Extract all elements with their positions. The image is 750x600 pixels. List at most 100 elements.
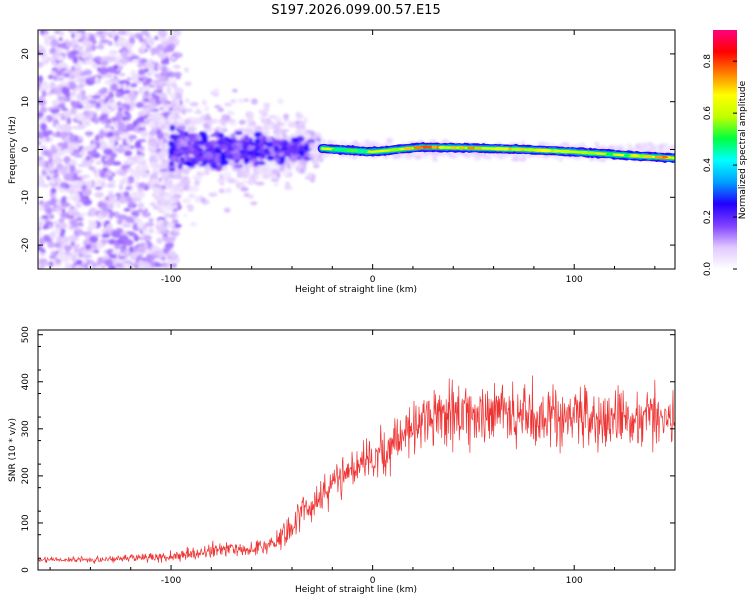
spectrogram-cell bbox=[172, 107, 178, 111]
spectrogram-cell bbox=[495, 153, 503, 158]
spectrogram-cell bbox=[47, 150, 57, 155]
spectrogram-cell bbox=[88, 76, 96, 82]
spectrogram-cell bbox=[520, 140, 526, 146]
spectrogram-cell bbox=[207, 119, 213, 127]
y-tick-label: 300 bbox=[21, 420, 31, 437]
spectrogram-cell bbox=[63, 156, 71, 164]
spectrogram-cell bbox=[38, 156, 44, 162]
spectrogram-cell bbox=[151, 61, 159, 66]
spectrogram-cell bbox=[50, 108, 60, 114]
spectrogram-cell bbox=[100, 211, 108, 217]
spectrogram-cell bbox=[267, 168, 272, 173]
spectrogram-cell bbox=[84, 69, 93, 76]
spectrogram-cell bbox=[241, 179, 247, 186]
spectrogram-cell bbox=[58, 188, 69, 193]
spectrogram-cell bbox=[227, 139, 234, 143]
spectrogram-cell bbox=[165, 265, 171, 269]
spectrogram-cell bbox=[132, 58, 139, 63]
spectrogram-cell bbox=[96, 241, 104, 250]
spectrogram-cell bbox=[367, 141, 373, 147]
spectrogram-cell bbox=[187, 126, 196, 133]
spectrogram-cell bbox=[94, 265, 104, 269]
spectrogram-cell bbox=[77, 228, 83, 235]
spectrogram-cell bbox=[134, 80, 142, 85]
spectrogram-cell bbox=[220, 154, 227, 161]
spectrogram-cell bbox=[77, 252, 84, 259]
spectrogram-cell bbox=[250, 201, 258, 206]
spectrogram-cell bbox=[118, 255, 126, 260]
ridge-peak bbox=[431, 145, 438, 149]
spectrogram-cell bbox=[41, 215, 50, 219]
spectrogram-cell bbox=[249, 159, 257, 163]
spectrogram-cell bbox=[146, 105, 157, 111]
spectrogram-cell bbox=[50, 34, 56, 41]
spectrogram-cell bbox=[91, 143, 97, 148]
spectrogram-cell bbox=[76, 125, 86, 130]
spectrogram-cell bbox=[170, 155, 178, 161]
spectrogram-cell bbox=[258, 161, 265, 165]
spectrogram-cell bbox=[80, 89, 86, 97]
spectrogram-cell bbox=[38, 111, 44, 118]
spectrogram-cell bbox=[47, 241, 55, 249]
spectrogram-cell bbox=[168, 78, 178, 84]
spectrogram-cell bbox=[189, 137, 197, 143]
spectrogram-cell bbox=[148, 228, 155, 234]
spectrogram-cell bbox=[148, 146, 156, 151]
spectrogram-cell bbox=[115, 111, 124, 120]
spectrogram-cell bbox=[125, 138, 132, 144]
spectrogram-cell bbox=[74, 62, 81, 70]
spectrogram-cell bbox=[195, 140, 205, 145]
spectrogram-cell bbox=[232, 144, 238, 150]
spectrogram-cell bbox=[110, 83, 118, 92]
spectrogram-cell bbox=[144, 222, 155, 228]
spectrogram-cell bbox=[165, 45, 175, 53]
spectrogram-cell bbox=[66, 255, 72, 261]
spectrogram-cell bbox=[307, 172, 313, 178]
spectrogram-cell bbox=[130, 83, 138, 88]
spectrogram-cell bbox=[174, 39, 180, 46]
ridge-peak bbox=[413, 146, 423, 150]
spectrogram-cell bbox=[70, 151, 78, 156]
spectrogram-cell bbox=[119, 179, 126, 185]
spectrogram-cell bbox=[232, 154, 241, 161]
spectrogram-cell bbox=[514, 152, 520, 158]
spectrogram-cell bbox=[45, 136, 51, 142]
spectrogram-cell bbox=[49, 231, 56, 240]
spectrogram-cell bbox=[655, 147, 660, 152]
spectrogram-cell bbox=[120, 50, 128, 59]
spectrogram-cell bbox=[89, 159, 95, 163]
spectrogram-cell bbox=[239, 120, 246, 125]
spectrogram-cell bbox=[374, 141, 380, 148]
spectrogram-blobs bbox=[38, 30, 675, 269]
spectrogram-cell bbox=[247, 178, 255, 186]
spectrogram-cell bbox=[157, 30, 168, 36]
spectrogram-cell bbox=[156, 65, 163, 70]
spectrogram-cell bbox=[248, 111, 255, 119]
spectrogram-cell bbox=[86, 182, 93, 191]
spectrogram-cell bbox=[62, 42, 67, 49]
spectrogram-cell bbox=[66, 117, 72, 125]
spectrogram-cell bbox=[594, 142, 600, 146]
spectrogram-cell bbox=[235, 135, 240, 139]
spectrogram-cell bbox=[270, 169, 280, 175]
spectrogram-cell bbox=[181, 108, 187, 115]
spectrogram-cell bbox=[170, 94, 176, 100]
spectrogram-cell bbox=[274, 139, 282, 144]
spectrogram-cell bbox=[243, 157, 250, 164]
spectrogram-cell bbox=[361, 141, 367, 146]
spectrogram-cell bbox=[69, 91, 76, 96]
spectrogram-cell bbox=[116, 147, 125, 154]
spectrogram-cell bbox=[74, 45, 83, 52]
spectrogram-cell bbox=[51, 61, 58, 66]
spectrogram-cell bbox=[107, 41, 113, 46]
y-tick-label: 100 bbox=[21, 514, 31, 531]
spectrogram-cell bbox=[273, 129, 280, 134]
spectrogram-cell bbox=[282, 169, 289, 176]
spectrogram-cell bbox=[105, 223, 113, 232]
spectrogram-cell bbox=[54, 243, 61, 249]
spectrogram-cell bbox=[90, 220, 97, 229]
spectrogram-cell bbox=[184, 108, 193, 113]
spectrogram-cell bbox=[60, 236, 70, 244]
spectrogram-cell bbox=[174, 151, 182, 155]
